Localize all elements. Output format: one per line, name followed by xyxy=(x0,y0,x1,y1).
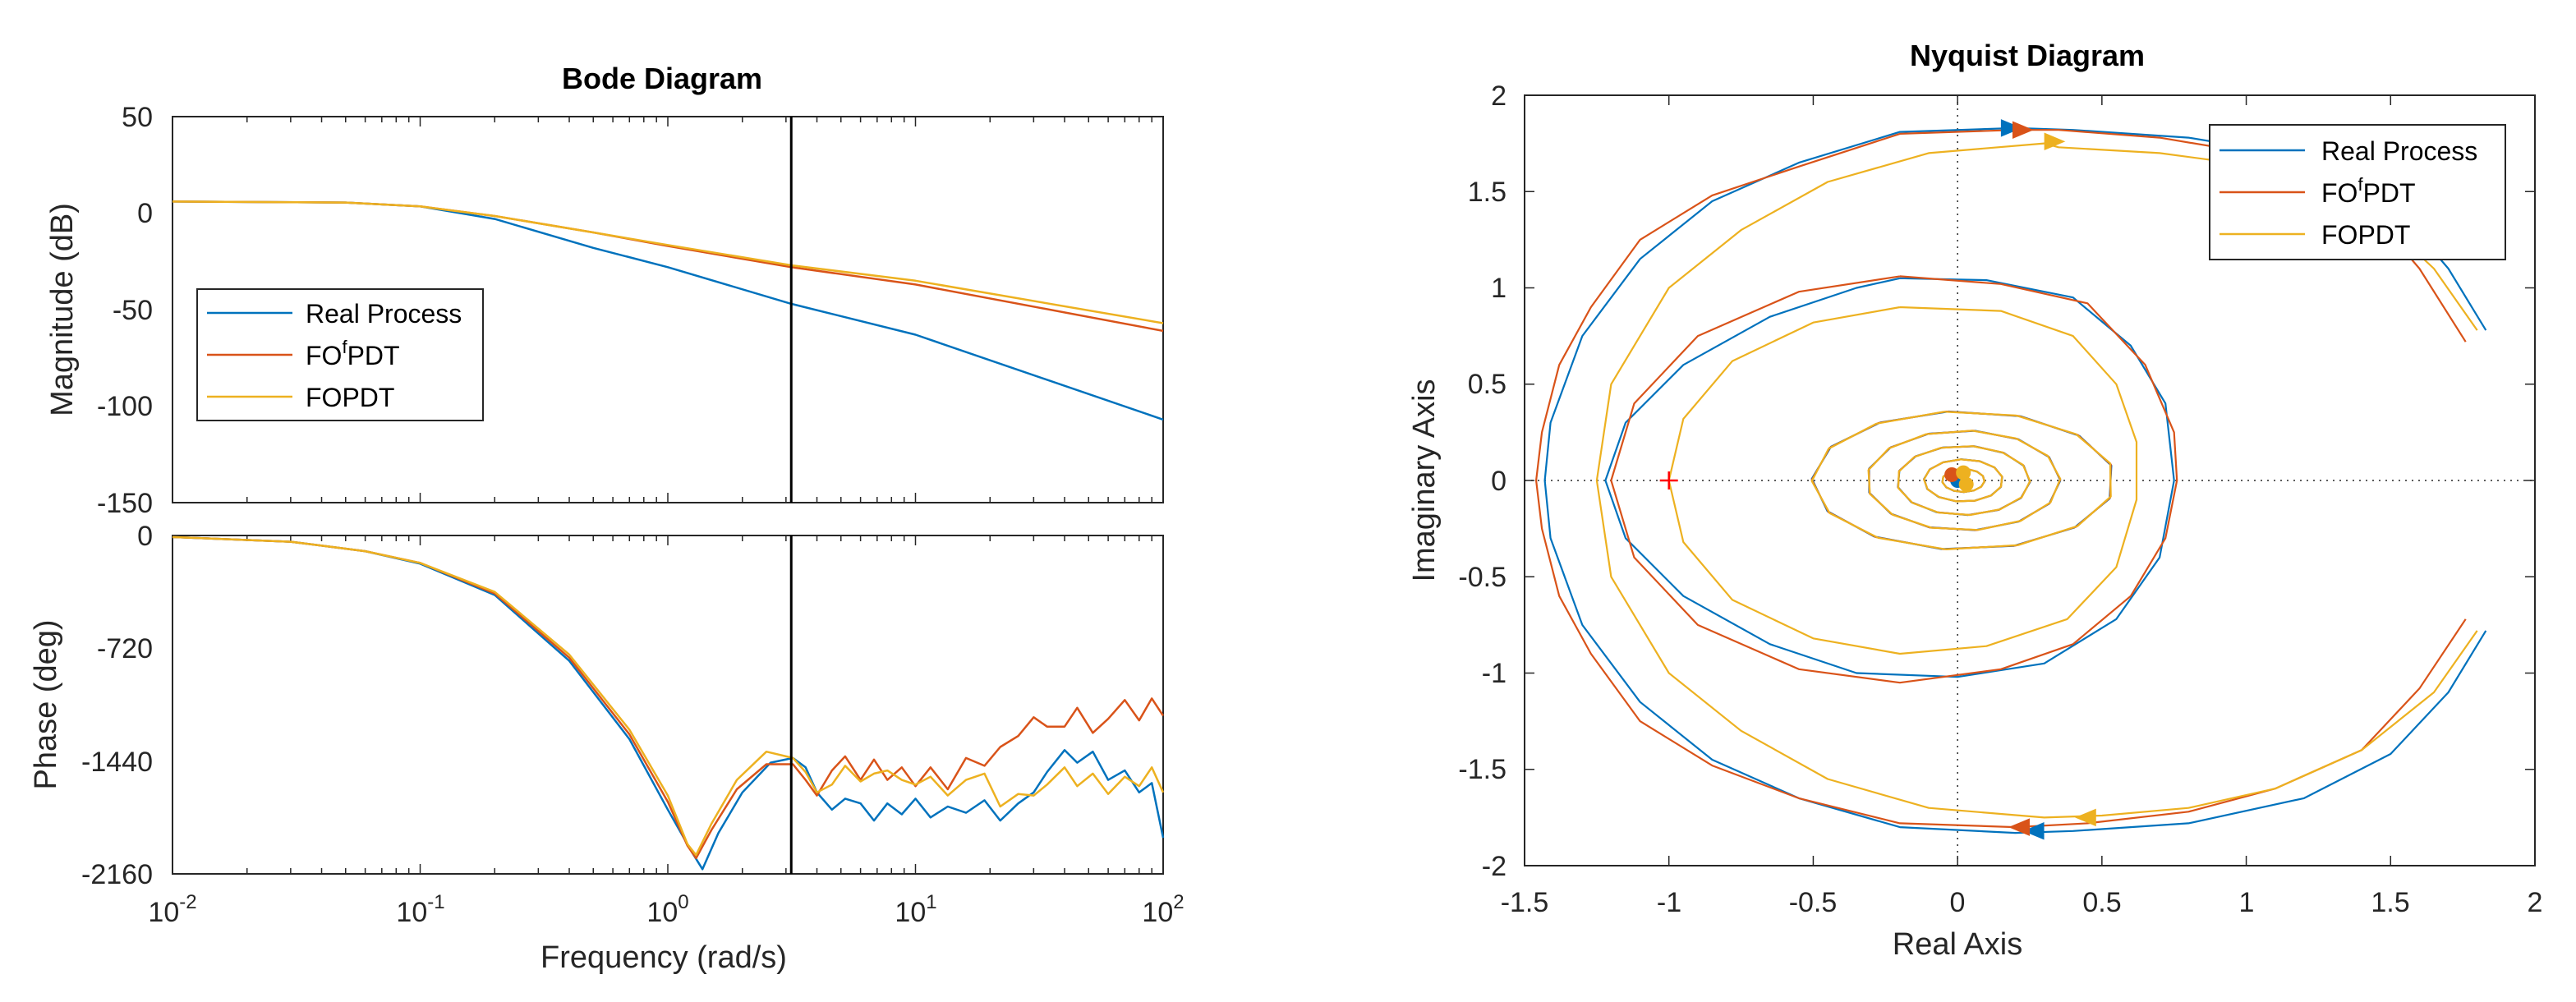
nyquist-ring-fopdt xyxy=(1810,411,2112,551)
nyquist-ring-fopdt xyxy=(1897,445,2031,517)
nyquist-ticks xyxy=(1524,94,2536,866)
origin-cluster-marker xyxy=(1958,476,1974,492)
nyquist-outer-real-process xyxy=(1543,126,2487,834)
direction-arrow xyxy=(2074,808,2096,827)
nyquist-ring-fopdt xyxy=(1923,458,2003,503)
phase-x-ticks xyxy=(172,535,1152,874)
nyquist-loop-fofpdt xyxy=(1610,275,2178,684)
bode-phase-panel: 0 -720 -1440 -2160 Phase (deg) xyxy=(29,521,1165,890)
direction-arrow xyxy=(2012,121,2034,139)
bode-legend-fopdt-label: FOPDT xyxy=(306,383,394,412)
nyq-ytick-0: 2 xyxy=(1491,80,1506,112)
direction-arrow xyxy=(2022,822,2045,840)
nyq-xtick-0: -1.5 xyxy=(1501,887,1549,918)
bode-legend-real-label: Real Process xyxy=(306,299,462,329)
mag-ytick-minus-150: -150 xyxy=(97,488,153,519)
direction-arrow xyxy=(2044,132,2066,151)
direction-arrow xyxy=(2000,119,2022,137)
nyq-xtick-5: 1 xyxy=(2239,887,2255,918)
phase-axes-box xyxy=(172,535,1164,875)
nyq-ytick-3: 0.5 xyxy=(1468,369,1506,400)
magnitude-x-ticks xyxy=(172,117,1152,503)
bode-xtick-1: 10-1 xyxy=(396,891,444,928)
phase-ytick-minus-720: -720 xyxy=(97,633,153,664)
nyq-ytick-4: 0 xyxy=(1491,466,1506,497)
nyquist-x-tick-labels: -1.5 -1 -0.5 0 0.5 1 1.5 2 xyxy=(1501,887,2543,918)
nyq-ytick-2: 1 xyxy=(1491,273,1506,304)
nyquist-legend: Real Process FOfPDT FOPDT xyxy=(2209,124,2506,260)
bode-xtick-2: 100 xyxy=(646,891,688,928)
phase-series xyxy=(172,535,1165,871)
nyquist-loop-fopdt xyxy=(1668,306,2138,655)
nyquist-xlabel: Real Axis xyxy=(1893,927,2022,962)
phase-ytick-minus-2160: -2160 xyxy=(81,859,153,890)
nyquist-direction-arrows xyxy=(1944,119,2096,840)
nyquist-legend-real-label: Real Process xyxy=(2321,136,2477,166)
nyq-xtick-3: 0 xyxy=(1950,887,1966,918)
nyquist-y-tick-labels: 2 1.5 1 0.5 0 -0.5 -1 -1.5 -2 xyxy=(1458,80,1506,882)
mag-ytick-0: 0 xyxy=(137,198,153,229)
bode-xtick-4: 102 xyxy=(1142,891,1184,928)
bode-title: Bode Diagram xyxy=(562,62,762,95)
direction-arrow xyxy=(2008,818,2030,836)
nyquist-ylabel: Imaginary Axis xyxy=(1407,379,1442,581)
magnitude-y-ticks: 50 0 -50 -100 -150 xyxy=(97,102,153,519)
bode-xtick-3: 101 xyxy=(895,891,936,928)
nyquist-outer-fopdt xyxy=(1595,142,2478,819)
phase-line-fofpdt xyxy=(172,535,1165,860)
nyq-xtick-4: 0.5 xyxy=(2082,887,2121,918)
magnitude-line-fopdt xyxy=(172,200,1164,324)
bode-chart: Bode Diagram 50 0 -50 -100 -150 Magnitud… xyxy=(29,62,1184,975)
phase-line-fopdt xyxy=(172,535,1165,857)
nyq-ytick-8: -2 xyxy=(1482,851,1506,882)
nyq-ytick-1: 1.5 xyxy=(1468,177,1506,208)
bode-legend-fofpdt-label: FOfPDT xyxy=(306,337,400,370)
magnitude-ylabel: Magnitude (dB) xyxy=(45,203,80,416)
nyq-ytick-5: -0.5 xyxy=(1458,562,1506,593)
nyquist-chart: Nyquist Diagram -1.5 -1 -0.5 0 0.5 1 1.5… xyxy=(1407,39,2542,962)
phase-ytick-minus-1440: -1440 xyxy=(81,747,153,778)
nyq-xtick-6: 1.5 xyxy=(2371,887,2409,918)
magnitude-series xyxy=(172,200,1164,421)
nyquist-series xyxy=(1534,126,2487,834)
nyquist-title: Nyquist Diagram xyxy=(1910,39,2145,72)
nyq-xtick-2: -0.5 xyxy=(1789,887,1838,918)
bode-xlabel: Frequency (rad/s) xyxy=(540,940,787,975)
origin-cluster-marker xyxy=(1944,467,1960,482)
nyquist-outer-fofpdt xyxy=(1534,129,2467,829)
bode-legend: Real Process FOfPDT FOPDT xyxy=(196,288,484,421)
phase-y-ticks: 0 -720 -1440 -2160 xyxy=(81,521,153,890)
nyq-ytick-6: -1 xyxy=(1482,658,1506,689)
phase-line-real-process xyxy=(172,535,1165,871)
nyq-xtick-1: -1 xyxy=(1657,887,1681,918)
mag-ytick-minus-100: -100 xyxy=(97,391,153,422)
nyq-ytick-7: -1.5 xyxy=(1458,754,1506,785)
phase-ylabel: Phase (deg) xyxy=(29,619,63,789)
nyq-xtick-7: 2 xyxy=(2528,887,2543,918)
mag-ytick-minus-50: -50 xyxy=(113,295,153,326)
bode-x-tick-labels: 10-2 10-1 100 101 102 xyxy=(148,891,1184,928)
nyquist-legend-fofpdt-label: FOfPDT xyxy=(2321,174,2416,208)
bode-magnitude-panel: 50 0 -50 -100 -150 Magnitude (dB) Real P… xyxy=(45,102,1164,519)
bode-xtick-0: 10-2 xyxy=(148,891,196,928)
phase-ytick-0: 0 xyxy=(137,521,153,552)
mag-ytick-50: 50 xyxy=(122,102,153,133)
nyquist-legend-fopdt-label: FOPDT xyxy=(2321,220,2410,250)
critical-point-marker xyxy=(1659,471,1678,490)
origin-cluster-marker xyxy=(1956,465,1971,480)
nyquist-ring-fopdt xyxy=(1867,430,2062,531)
